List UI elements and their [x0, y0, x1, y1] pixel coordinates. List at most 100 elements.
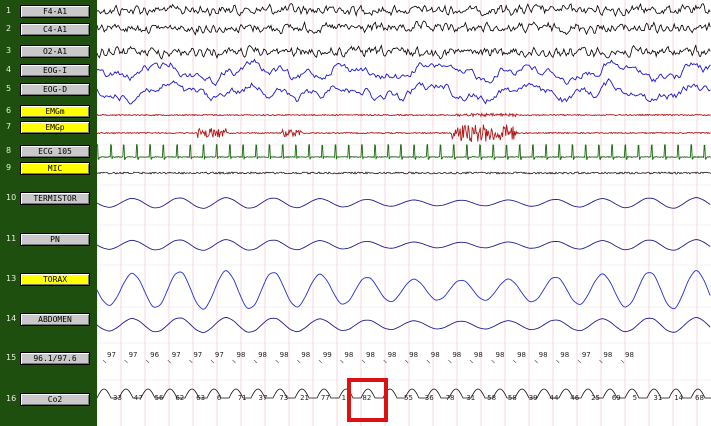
co2-value: 82	[362, 394, 371, 402]
channel-number: 15	[6, 353, 17, 362]
channel-label-button[interactable]: EOG-D	[20, 83, 90, 96]
spo2-value: 98	[280, 351, 289, 359]
spo2-value: 97	[129, 351, 138, 359]
co2-value: 31	[466, 394, 475, 402]
co2-value: 33	[113, 394, 122, 402]
channel-row: 7 EMGp	[0, 121, 97, 135]
channel-number: 4	[6, 65, 12, 74]
co2-value: 58	[487, 394, 496, 402]
channel-number: 7	[6, 122, 12, 131]
channel-label-button[interactable]: O2-A1	[20, 45, 90, 58]
spo2-tick	[340, 359, 344, 364]
channel-row: 1 F4-A1	[0, 5, 97, 19]
co2-value: 14	[674, 394, 683, 402]
spo2-tick	[145, 359, 150, 364]
spo2-value: 97	[582, 351, 591, 359]
spo2-value: 98	[539, 351, 548, 359]
spo2-value: 98	[625, 351, 634, 359]
channel-row: 5 EOG-D	[0, 83, 97, 97]
spo2-value: 98	[431, 351, 440, 359]
spo2-value: 97	[193, 351, 202, 359]
spo2-tick	[124, 359, 128, 364]
spo2-tick	[556, 359, 560, 364]
co2-value: 47	[134, 394, 143, 402]
spo2-tick	[404, 359, 409, 364]
channel-number: 1	[6, 6, 12, 15]
co2-value: 36	[425, 394, 434, 402]
co2-value: 58	[508, 394, 517, 402]
co2-value: 21	[300, 394, 309, 402]
signal-plot-svg: 97 97 96 97 97 97 98 98 98 98 99 98 98 98 98 98 98 98 98 98…	[97, 0, 711, 426]
spo2-value: 98	[237, 351, 246, 359]
channel-row: 10 TERMISTOR	[0, 192, 97, 206]
channel-number: 9	[6, 163, 12, 172]
channel-label-button[interactable]: TORAX	[20, 273, 90, 286]
spo2-value: 98	[301, 351, 310, 359]
spo2-tick	[426, 359, 430, 364]
co2-value: 39	[529, 394, 538, 402]
spo2-tick	[491, 359, 495, 364]
spo2-tick	[620, 359, 625, 364]
co2-value: 71	[238, 394, 247, 402]
channel-row: 16 Co2	[0, 393, 97, 407]
spo2-tick	[383, 359, 387, 364]
co2-value: 37	[259, 394, 268, 402]
channel-number: 16	[6, 394, 17, 403]
channel-label-button[interactable]: PN	[20, 233, 90, 246]
channel-row: 2 C4-A1	[0, 23, 97, 37]
signal-trace	[97, 78, 711, 105]
channel-number: 2	[6, 24, 12, 33]
spo2-tick	[167, 359, 171, 364]
spo2-tick	[253, 359, 258, 364]
channel-label-button[interactable]: ECG 105	[20, 145, 90, 158]
channel-number: 8	[6, 146, 12, 155]
channel-label-button[interactable]: 96.1/97.6	[20, 352, 90, 365]
spo2-value: 96	[150, 351, 159, 359]
co2-value: 63	[196, 394, 205, 402]
signal-trace	[97, 317, 711, 333]
spo2-tick	[102, 359, 107, 364]
spo2-tick	[275, 359, 279, 364]
spo2-value: 98	[474, 351, 483, 359]
channel-label-button[interactable]: EOG-I	[20, 64, 90, 77]
channel-row: 3 O2-A1	[0, 45, 97, 59]
spo2-tick	[577, 359, 582, 364]
co2-value: 77	[321, 394, 330, 402]
spo2-tick	[469, 359, 474, 364]
channel-label-button[interactable]: EMGp	[20, 121, 90, 134]
channel-label-button[interactable]: TERMISTOR	[20, 192, 90, 205]
spo2-value: 98	[366, 351, 375, 359]
signal-trace	[97, 58, 711, 87]
channel-row: 14 ABDOMEN	[0, 313, 97, 327]
spo2-tick	[448, 359, 452, 364]
channel-number: 6	[6, 106, 12, 115]
channel-label-button[interactable]: Co2	[20, 393, 90, 406]
signal-plot-area: 97 97 96 97 97 97 98 98 98 98 99 98 98 98 98 98 98 98 98 98…	[97, 0, 711, 426]
channel-label-button[interactable]: EMGm	[20, 105, 90, 118]
spo2-tick	[534, 359, 538, 364]
spo2-value: 97	[172, 351, 181, 359]
channel-row: 11 PN	[0, 233, 97, 247]
co2-value: 69	[612, 394, 621, 402]
signal-trace	[97, 124, 711, 143]
spo2-tick	[318, 359, 323, 364]
channel-number: 14	[6, 314, 17, 323]
spo2-value: 98	[344, 351, 353, 359]
co2-value: 5	[633, 394, 637, 402]
spo2-tick	[210, 359, 215, 364]
channel-number: 11	[6, 234, 17, 243]
spo2-value: 98	[517, 351, 526, 359]
signal-trace	[97, 44, 711, 60]
channel-label-button[interactable]: MIC	[20, 162, 90, 175]
co2-value: 78	[446, 394, 455, 402]
signal-trace	[97, 20, 711, 36]
channel-label-button[interactable]: ABDOMEN	[20, 313, 90, 326]
channel-label-button[interactable]: F4-A1	[20, 5, 90, 18]
channel-label-button[interactable]: C4-A1	[20, 23, 90, 36]
co2-value: 31	[653, 394, 662, 402]
co2-value: 55	[404, 394, 413, 402]
channel-number: 10	[6, 193, 17, 202]
spo2-tick	[599, 359, 603, 364]
channel-row: 8 ECG 105	[0, 145, 97, 159]
